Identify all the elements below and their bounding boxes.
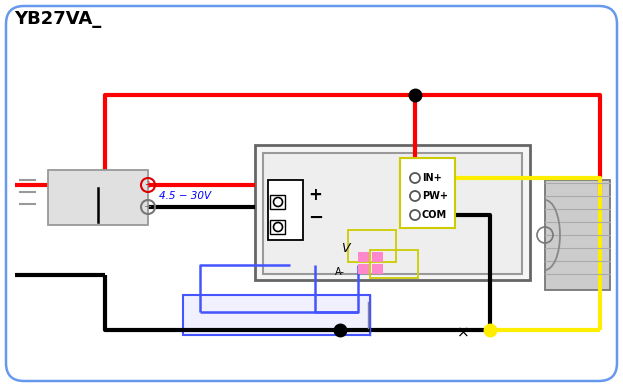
- Text: A-: A-: [335, 267, 345, 277]
- Text: ×: ×: [457, 325, 469, 341]
- Bar: [372, 264, 383, 274]
- Bar: [268, 180, 303, 240]
- Bar: [270, 195, 285, 209]
- Bar: [358, 264, 369, 274]
- Bar: [370, 250, 418, 278]
- Text: +: +: [144, 180, 152, 190]
- Text: YB27VA_: YB27VA_: [14, 10, 102, 28]
- Bar: [372, 252, 383, 262]
- Bar: [255, 145, 530, 280]
- Bar: [270, 220, 285, 234]
- Text: 4.5 − 30V: 4.5 − 30V: [159, 191, 211, 201]
- Text: COM: COM: [422, 210, 447, 220]
- Text: −: −: [144, 202, 152, 212]
- Text: +: +: [308, 186, 322, 204]
- Text: PW+: PW+: [422, 191, 448, 201]
- Bar: [48, 170, 148, 225]
- Text: IN+: IN+: [422, 173, 442, 183]
- Bar: [263, 153, 522, 274]
- Bar: [400, 158, 455, 228]
- Bar: [545, 180, 610, 290]
- Text: V: V: [341, 241, 350, 255]
- FancyBboxPatch shape: [6, 6, 617, 381]
- Bar: [358, 252, 369, 262]
- Text: −: −: [308, 209, 323, 227]
- Bar: [183, 295, 370, 335]
- Bar: [348, 230, 396, 262]
